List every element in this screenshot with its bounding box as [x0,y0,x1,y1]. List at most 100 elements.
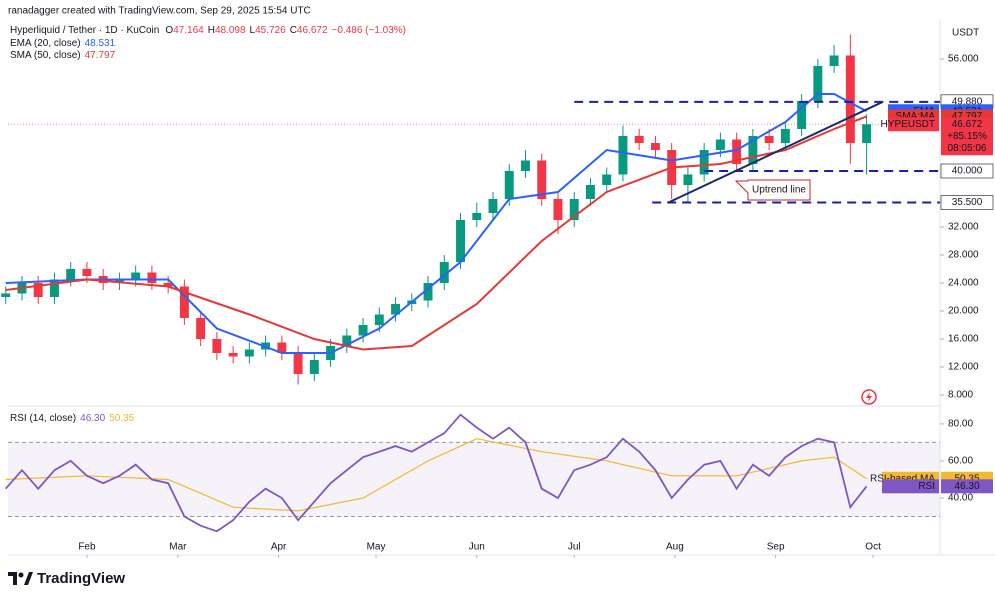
candle-body [196,317,206,339]
candle-body [114,279,124,283]
candle-body [228,352,238,357]
indicator-legend: EMA (20, close) 48.531 [10,38,116,49]
candle-body [49,279,59,297]
trendline [667,100,884,204]
candle-body [764,135,774,143]
ohlc-key: H [208,25,215,36]
candle-body [683,174,693,185]
candle-body [293,352,303,374]
rsi-value-bg [941,479,993,494]
candle-body [504,170,514,199]
x-tick-label: Jul [568,542,581,553]
candle-body [342,335,352,346]
candle-body [797,100,807,129]
x-tick-label: Jun [469,542,485,553]
brand: TradingView [37,570,125,587]
price-tag-bg [941,117,993,156]
rsi-value: 46.30 [954,481,979,492]
y-tick-label: 56.000 [948,54,979,65]
price-tag-countdown: 08:05:06 [948,143,987,154]
candle-body [521,160,530,171]
candle-body [374,314,384,325]
rsi-band-fill [8,442,940,517]
alert-icon [861,389,877,405]
indicator-name: EMA (20, close) [10,38,81,49]
ohlc-value: 48.098 [215,25,246,36]
candle-body [732,139,742,164]
candle-body [66,268,76,280]
rsi-y-tick-label: 60.00 [948,456,973,467]
candle-body [423,282,433,301]
x-tick-label: Sep [767,542,785,553]
price-tag-value: 46.672 [952,119,983,130]
candle-body [358,324,368,336]
rsi-tag: RSI [918,481,935,492]
price-tag-name-bg [888,117,939,132]
candle-body [147,272,157,283]
candle-body [277,342,287,353]
author-line: ranadagger created with TradingView.com,… [8,6,311,17]
x-tick-label: Aug [666,542,684,553]
candle-body [179,286,189,318]
x-tick-label: Mar [169,542,187,553]
x-tick-label: Apr [271,542,287,553]
ohlc-value: 45.726 [255,25,286,36]
y-tick-label: 24.000 [948,278,979,289]
candle-body [618,135,628,175]
level-tag [940,195,994,210]
indicator-value: 47.797 [952,111,983,122]
candle-body [212,338,222,353]
price-tag-name: HYPEUSDT [881,119,935,130]
ohlc-key: C [290,25,297,36]
candle-body [634,135,644,143]
y-tick-label: 8.000 [948,390,973,401]
rsi-ma-tag: RSI-based MA [870,473,935,484]
candle-body [131,272,141,280]
candle-body [813,65,823,101]
logo [8,572,33,585]
x-tick-label: May [367,542,386,553]
candle-body [569,198,579,220]
rsi-y-tick-label: 80.00 [948,419,973,430]
candle-body [553,198,563,220]
symbol: Hyperliquid / Tether · 1D · KuCoin [10,25,159,36]
x-tick-label: Feb [78,542,96,553]
candle-body [309,359,319,374]
level-label: 40.000 [952,166,983,177]
change: −0.486 (−1.03%) [332,25,407,36]
indicator-name: SMA (50, close) [10,50,81,61]
candle-body [1,293,11,297]
rsi-name: RSI (14, close) [10,413,76,424]
rsi-y-tick-label: 40.00 [948,493,973,504]
ohlc-value: 47.164 [173,25,204,36]
y-tick-label: 32.000 [948,222,979,233]
candle-body [488,198,498,213]
candle-body [602,174,612,185]
y-tick-label: 28.000 [948,250,979,261]
y-axis-label: USDT [952,28,979,39]
indicator-value: 48.531 [85,38,116,49]
ohlc-value: 46.672 [297,25,328,36]
candle-body [537,160,547,199]
y-tick-label: 16.000 [948,334,979,345]
rsi-ma-line [5,438,867,512]
candle-body [82,268,92,276]
candle-body [472,212,482,220]
rsi-legend: RSI (14, close) 46.30 50.35 [10,413,135,424]
rsi-value: 46.30 [80,413,105,424]
candle-body [456,219,465,262]
y-tick-label: 20.000 [948,306,979,317]
callout-box [734,179,811,201]
moving-average-line [5,115,867,351]
candle-body [845,55,855,143]
level-tag [940,163,994,179]
ohlc-key: O [165,25,173,36]
rsi-ma-value: 50.35 [109,413,134,424]
legend-line: Hyperliquid / Tether · 1D · KuCoin O47.16… [10,25,406,36]
moving-average-line [5,93,868,354]
y-tick-label: 12.000 [948,362,979,373]
candle-body [585,184,595,199]
indicator-value: 47.797 [85,50,116,61]
